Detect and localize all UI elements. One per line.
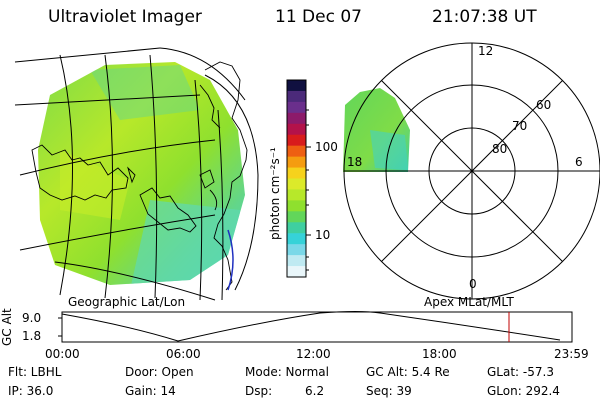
apex-caption: Apex MLat/MLT xyxy=(424,295,514,309)
colorbar-swatch xyxy=(287,266,306,278)
instrument-title: Ultraviolet Imager xyxy=(48,7,202,27)
glat-readout: GLat: -57.3 xyxy=(487,365,554,379)
dsp-value: 6.2 xyxy=(305,384,325,398)
mlt-label-18: 18 xyxy=(347,155,363,169)
colorbar-swatch xyxy=(287,255,306,267)
mlt-label-6: 6 xyxy=(575,155,583,169)
mlt-label-0: 0 xyxy=(469,277,477,291)
colorbar-swatch xyxy=(287,167,306,180)
orbit-xtick-0600: 06:00 xyxy=(166,347,201,361)
colorbar-swatch xyxy=(287,134,306,147)
earth-limb xyxy=(204,74,259,291)
colorbar-swatch xyxy=(287,112,306,125)
colorbar xyxy=(287,80,306,278)
colorbar-tick-10: 10 xyxy=(315,228,331,242)
colorbar-unit-label: photon cm⁻²s⁻¹ xyxy=(268,147,282,240)
ip-readout: IP: 36.0 xyxy=(8,384,54,398)
colorbar-swatch xyxy=(287,233,306,245)
filter-readout: Flt: LBHL xyxy=(8,365,62,379)
terminator-line xyxy=(227,229,234,291)
colorbar-swatch xyxy=(287,90,306,103)
orbit-xtick-1200: 12:00 xyxy=(296,347,331,361)
geographic-grid xyxy=(14,47,246,301)
door-readout: Door: Open xyxy=(125,365,194,379)
colorbar-swatch xyxy=(287,189,306,201)
colorbar-swatch xyxy=(287,123,306,136)
dsp-label: Dsp: xyxy=(245,384,273,398)
gain-readout: Gain: 14 xyxy=(125,384,176,398)
mlt-label-12: 12 xyxy=(478,44,494,58)
orbit-plot xyxy=(58,311,573,343)
colorbar-frame xyxy=(286,79,307,278)
colorbar-swatch xyxy=(287,200,306,212)
colorbar-swatch xyxy=(287,178,306,191)
orbit-ytick-1-8: 1.8 xyxy=(22,329,42,343)
lat-label-80: 80 xyxy=(492,142,508,156)
colorbar-swatch xyxy=(287,156,306,169)
orbit-xtick-2359: 23:59 xyxy=(554,347,589,361)
orbit-ylabel: GC Alt xyxy=(0,308,14,346)
colorbar-swatch xyxy=(287,222,306,234)
geographic-image xyxy=(38,62,245,285)
lat-label-60: 60 xyxy=(536,98,552,112)
colorbar-tick-100: 100 xyxy=(315,140,338,154)
colorbar-swatch xyxy=(287,244,306,256)
colorbar-swatch xyxy=(287,145,306,158)
date-label: 11 Dec 07 xyxy=(275,7,362,27)
colorbar-swatch xyxy=(287,101,306,114)
polar-plot xyxy=(343,42,600,300)
lat-label-70: 70 xyxy=(512,119,528,133)
seq-readout: Seq: 39 xyxy=(366,384,412,398)
colorbar-swatch xyxy=(287,80,306,92)
mode-readout: Mode: Normal xyxy=(245,365,329,379)
orbit-ytick-9: 9.0 xyxy=(22,311,42,325)
colorbar-swatch xyxy=(287,211,306,223)
coastlines xyxy=(31,61,248,291)
glon-readout: GLon: 292.4 xyxy=(487,384,560,398)
geographic-caption: Geographic Lat/Lon xyxy=(68,295,186,309)
orbit-xtick-1800: 18:00 xyxy=(422,347,457,361)
time-label: 21:07:38 UT xyxy=(432,7,537,27)
gc-alt-readout: GC Alt: 5.4 Re xyxy=(366,365,450,379)
orbit-xtick-0000: 00:00 xyxy=(45,347,80,361)
